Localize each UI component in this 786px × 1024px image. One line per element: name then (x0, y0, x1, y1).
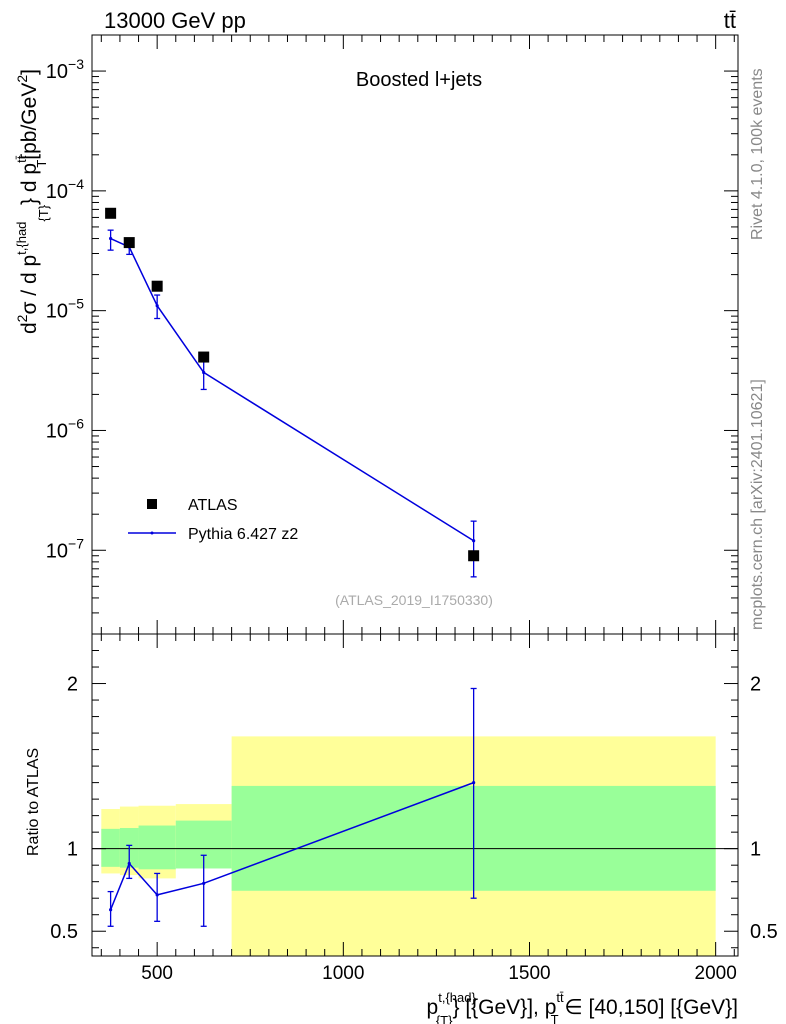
main-frame (91, 34, 739, 635)
pythia-point (472, 539, 476, 543)
atlas-point (123, 237, 135, 249)
rivet-label: Rivet 4.1.0, 100k events (749, 68, 766, 240)
ratio-data-layer (107, 687, 477, 927)
legend-atlas-label: ATLAS (188, 497, 238, 514)
legend-pythia-label: Pythia 6.427 z2 (188, 526, 298, 543)
analysis-label: (ATLAS_2019_I1750330) (335, 592, 493, 608)
stat-uncertainty-band (101, 828, 120, 867)
xtick-label-1: 1000 (322, 963, 364, 984)
main-data-layer (105, 207, 480, 578)
ratio-ytick-label-left-2: 2 (67, 674, 78, 696)
legend: ATLAS Pythia 6.427 z2 (128, 497, 298, 543)
stat-uncertainty-band (138, 825, 176, 870)
main-ytick-label-1: 10−4 (46, 176, 84, 203)
energy-label: 13000 GeV pp (104, 8, 246, 33)
ratio-bands-layer (101, 736, 716, 956)
xtick-label-0: 500 (141, 963, 173, 984)
ratio-axes-layer: 0.5 0.5 1 1 2 2 500 1000 1500 2000 (50, 634, 778, 984)
ratio-pythia-point (202, 881, 206, 885)
xtick-label-2: 1500 (508, 963, 550, 984)
ratio-ytick-label-right-1: 1 (750, 839, 761, 861)
atlas-point (151, 280, 163, 292)
ratio-pythia-point (472, 781, 476, 785)
ratio-ytick-label-right-0: 0.5 (750, 921, 778, 943)
ratio-ytick-label-left-0: 0.5 (50, 921, 78, 943)
ratio-xlabel: pt,{had} {T}} [{GeV}], ptt̄ T ∈ [40,150] [… (427, 990, 738, 1024)
main-ytick-label-3: 10−6 (46, 415, 84, 442)
ratio-frame (91, 633, 739, 957)
main-ytick-label-4: 10−7 (46, 535, 84, 562)
legend-atlas-marker (147, 499, 157, 509)
ratio-ytick-label-left-1: 1 (67, 839, 78, 861)
main-axes-layer: 10−3 10−4 10−5 10−6 10−7 (46, 34, 738, 635)
atlas-point (198, 351, 210, 363)
pythia-point (109, 236, 113, 241)
mcplots-label: mcplots.cern.ch [arXiv:2401.10621] (749, 379, 766, 630)
xtick-label-3: 2000 (695, 963, 737, 984)
pythia-point (155, 304, 159, 308)
atlas-point (468, 550, 480, 562)
legend-pythia-marker (150, 531, 154, 535)
chart-title: Boosted l+jets (356, 69, 482, 91)
ratio-pythia-point (155, 893, 159, 897)
pythia-point (202, 370, 206, 375)
ratio-panel: 0.5 0.5 1 1 2 2 500 1000 1500 2000 Ratio to ATLAS… (25, 633, 778, 1024)
main-ytick-label-2: 10−5 (46, 296, 84, 323)
main-ylabel: d2σ / d pt,{had{T}} d ptt̄T[pb/GeV2] (14, 69, 51, 334)
atlas-point (105, 207, 117, 219)
main-ytick-label-0: 10−3 (46, 56, 84, 83)
process-label: tt̄ (724, 8, 736, 33)
main-panel: 10−3 10−4 10−5 10−6 10−7 Boosted l+jets (ATL… (14, 34, 739, 635)
ratio-pythia-point (127, 861, 131, 866)
pythia-line (110, 237, 475, 542)
ratio-ylabel: Ratio to ATLAS (25, 748, 42, 856)
ratio-pythia-point (109, 908, 113, 912)
ratio-ytick-label-right-2: 2 (750, 674, 761, 696)
